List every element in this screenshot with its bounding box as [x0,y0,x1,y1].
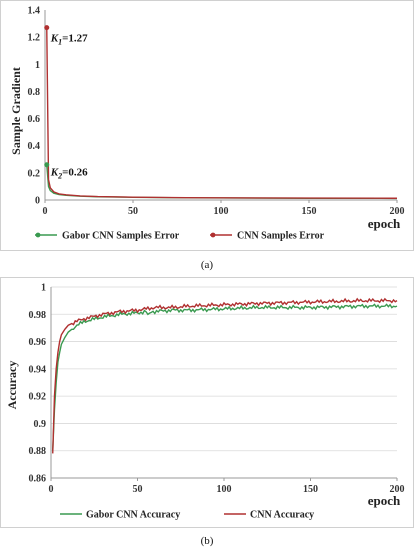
chart-a-x-tick-label: 0 [43,206,48,217]
chart-a-y-tick-label: 1 [35,60,40,71]
caption-a: (a) [201,259,214,271]
legend-label-cnn-accuracy: CNN Accuracy [250,510,314,521]
chart-b-x-tick-label: 50 [133,484,143,495]
chart-a-frame [0,0,414,251]
chart-b-y-tick-label: 0.92 [29,392,47,403]
chart-b-y-axis-title: Accuracy [5,361,19,410]
chart-b-y-tick-label: 0.9 [34,419,47,430]
chart-a-y-tick-label: 1.4 [28,6,41,17]
chart-b-series-line-gabor [52,303,398,451]
chart-b-y-tick-label: 0.98 [29,310,47,321]
caption-b: (b) [201,535,214,547]
chart-a-annotation-point [44,162,50,168]
chart-b-frame [0,277,414,528]
chart-b: 0.86 0.88 0.9 0.92 0.94 0.96 0.98 1 0 50 100 150 200… [0,277,414,528]
legend-label-gabor-accuracy: Gabor CNN Accuracy [86,510,180,521]
chart-b-series-line-cnn [52,297,398,454]
legend-label-gabor-error: Gabor CNN Samples Error [62,231,180,242]
chart-a-y-tick-label: 0 [35,196,40,207]
chart-a-y-tick-label: 0.4 [28,141,41,152]
legend-marker-gabor-error [35,232,41,238]
chart-a-x-tick-label: 50 [128,206,138,217]
chart-b-y-tick-label: 1 [41,283,46,294]
chart-b-x-tick-label: 200 [390,484,405,495]
chart-b-y-tick-label: 0.88 [29,446,47,457]
chart-a-legend: Gabor CNN Samples Error CNN Samples Erro… [35,231,325,242]
chart-a-x-tick-label: 150 [302,206,317,217]
chart-a-annotation-label: K1=1.27 [50,33,88,47]
chart-a-annotation-label: K2=0.26 [50,167,88,181]
chart-b-x-axis-title: epoch [368,493,401,508]
chart-a-y-tick-label: 0.8 [28,87,41,98]
chart-a-x-tick-label: 100 [214,206,229,217]
chart-b-x-tick-label: 0 [49,484,54,495]
chart-a-y-tick-label: 0.2 [28,168,41,179]
legend-label-cnn-error: CNN Samples Error [237,231,325,242]
chart-b-x-tick-label: 100 [217,484,232,495]
chart-a-y-tick-label: 0.6 [28,114,41,125]
chart-b-y-tick-label: 0.94 [29,364,47,375]
chart-b-x-tick-label: 150 [303,484,318,495]
chart-b-y-tick-label: 0.96 [29,337,47,348]
chart-a: 0 0.2 0.4 0.6 0.8 1 1.2 1.4 0 50 100 150 200 K1=1.27 K… [0,0,414,251]
chart-a-plot-area: 0 0.2 0.4 0.6 0.8 1 1.2 1.4 0 50 100 150 200 K1=1.27 K… [28,6,405,218]
chart-b-plot-area: 0.86 0.88 0.9 0.92 0.94 0.96 0.98 1 0 50 100 150 200 [29,283,405,496]
chart-b-y-tick-label: 0.86 [29,474,47,485]
chart-a-series-line-cnn [46,27,398,199]
chart-a-x-tick-label: 200 [390,206,405,217]
legend-marker-cnn-error [210,232,216,238]
chart-b-legend: Gabor CNN Accuracy CNN Accuracy [60,510,314,521]
chart-a-y-tick-label: 1.2 [28,33,41,44]
chart-a-x-axis-title: epoch [368,216,401,231]
chart-a-annotation-point [44,25,50,31]
chart-a-y-axis-title: Sample Gradient [9,67,23,155]
